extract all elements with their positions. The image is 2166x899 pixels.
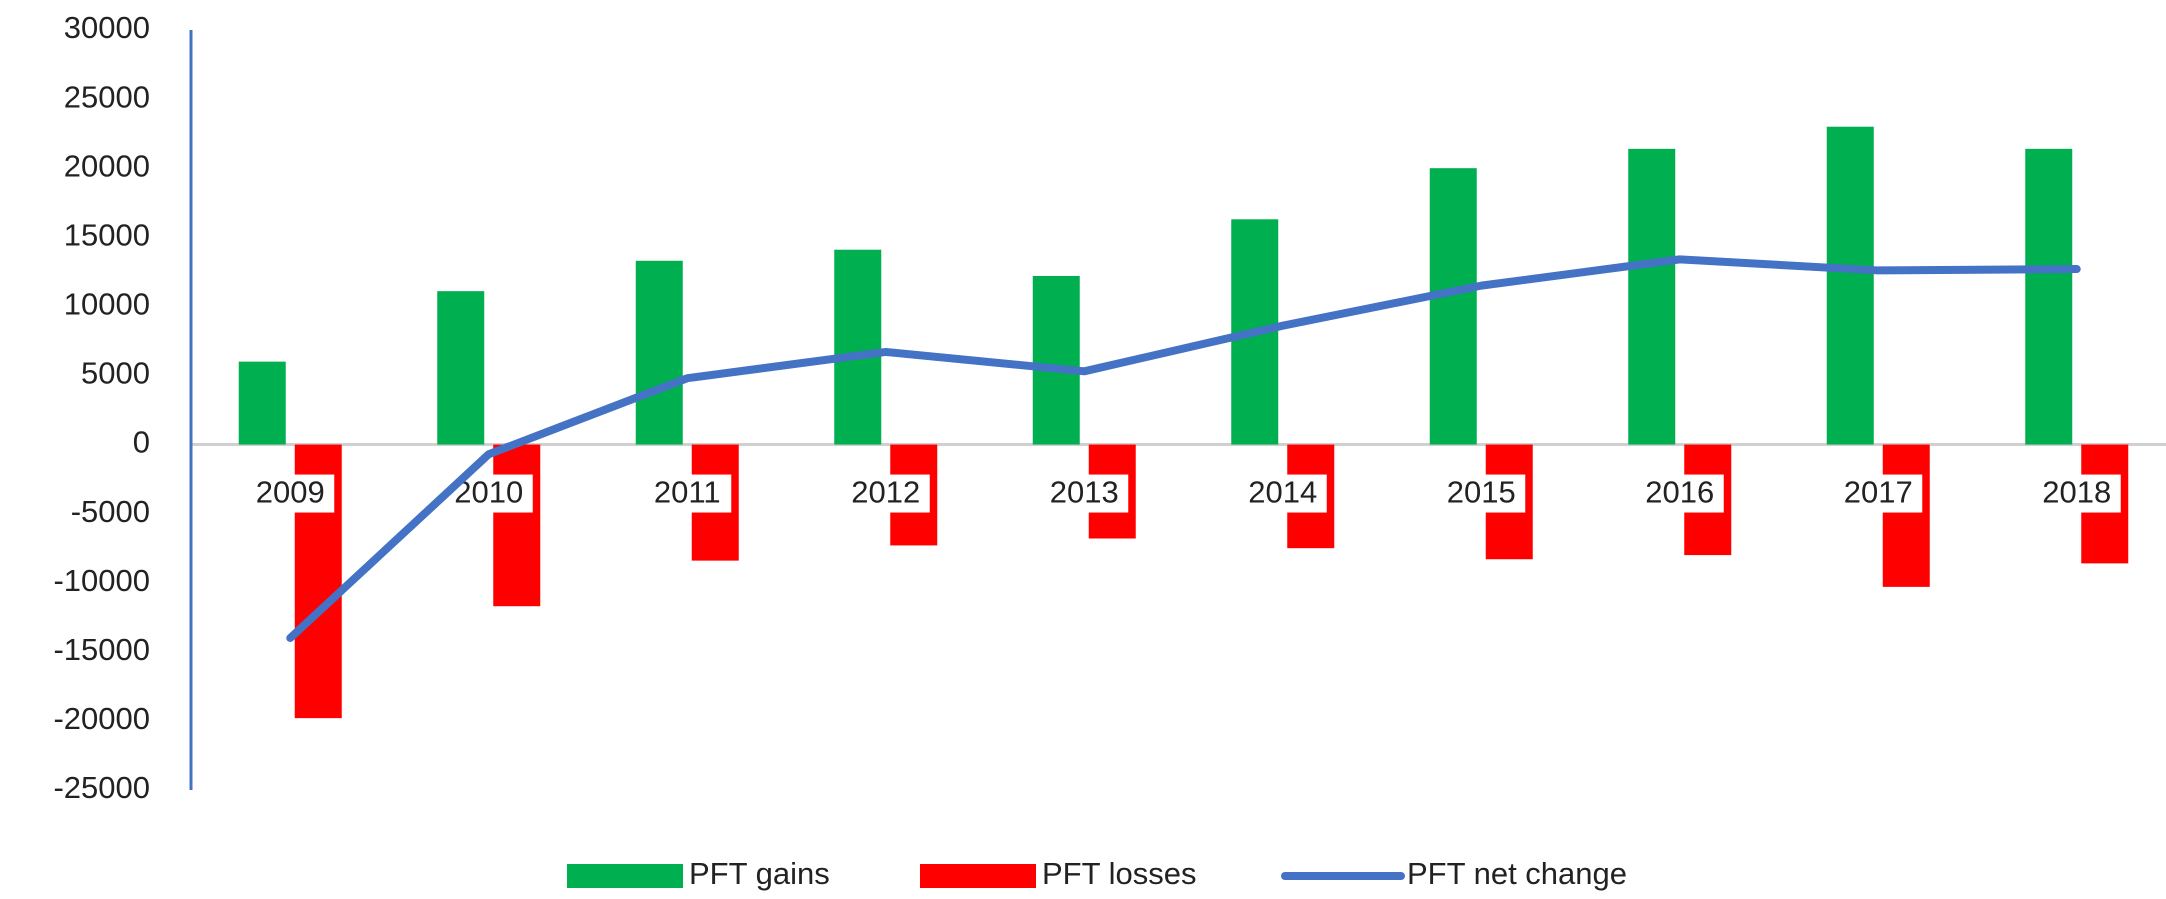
y-tick-label: 0 xyxy=(133,425,150,460)
x-label-bg xyxy=(1437,474,1526,513)
x-label-bg xyxy=(246,474,335,513)
y-tick-label: -15000 xyxy=(53,632,150,667)
y-tick-label: 20000 xyxy=(64,148,150,183)
bar xyxy=(2025,148,2073,445)
bar xyxy=(238,361,286,445)
y-tick-label: 10000 xyxy=(64,287,150,322)
bar xyxy=(834,249,882,445)
bar xyxy=(1826,126,1874,445)
y-tick-label: 5000 xyxy=(81,356,150,391)
x-tick-label: 2012 xyxy=(851,475,920,510)
x-label-bg xyxy=(643,474,732,513)
y-tick-label: -25000 xyxy=(53,770,150,805)
y-tick-label: -20000 xyxy=(53,701,150,736)
legend-label: PFT losses xyxy=(1042,856,1196,891)
line xyxy=(286,255,2081,642)
y-tick-label: -5000 xyxy=(71,494,150,529)
bar xyxy=(493,444,541,607)
y-tick-label: 30000 xyxy=(64,10,150,45)
x-tick-label: 2018 xyxy=(2042,475,2111,510)
bar xyxy=(1882,444,1930,587)
y-tick-label: 15000 xyxy=(64,217,150,252)
y-tick-label: -10000 xyxy=(53,563,150,598)
legend-label: PFT net change xyxy=(1407,856,1627,891)
x-tick-label: 2015 xyxy=(1447,475,1516,510)
legend-swatch xyxy=(920,864,1036,888)
bar xyxy=(1429,168,1477,445)
bar xyxy=(1032,275,1080,445)
x-label-bg xyxy=(2032,474,2121,513)
x-tick-label: 2009 xyxy=(256,475,325,510)
y-tick-label: 25000 xyxy=(64,79,150,114)
x-tick-label: 2011 xyxy=(654,475,721,510)
x-tick-label: 2013 xyxy=(1050,475,1119,510)
x-label-bg xyxy=(1834,474,1923,513)
x-label-bg xyxy=(1040,474,1129,513)
bar xyxy=(1628,148,1676,445)
x-label-bg xyxy=(841,474,930,513)
bar xyxy=(437,291,485,445)
x-label-bg xyxy=(1635,474,1724,513)
x-label-bg xyxy=(1238,474,1327,513)
legend-swatch xyxy=(567,864,683,888)
bar xyxy=(635,260,683,445)
x-tick-label: 2017 xyxy=(1844,475,1913,510)
x-tick-label: 2014 xyxy=(1248,475,1317,510)
legend-label: PFT gains xyxy=(689,856,830,891)
x-tick-label: 2016 xyxy=(1645,475,1714,510)
